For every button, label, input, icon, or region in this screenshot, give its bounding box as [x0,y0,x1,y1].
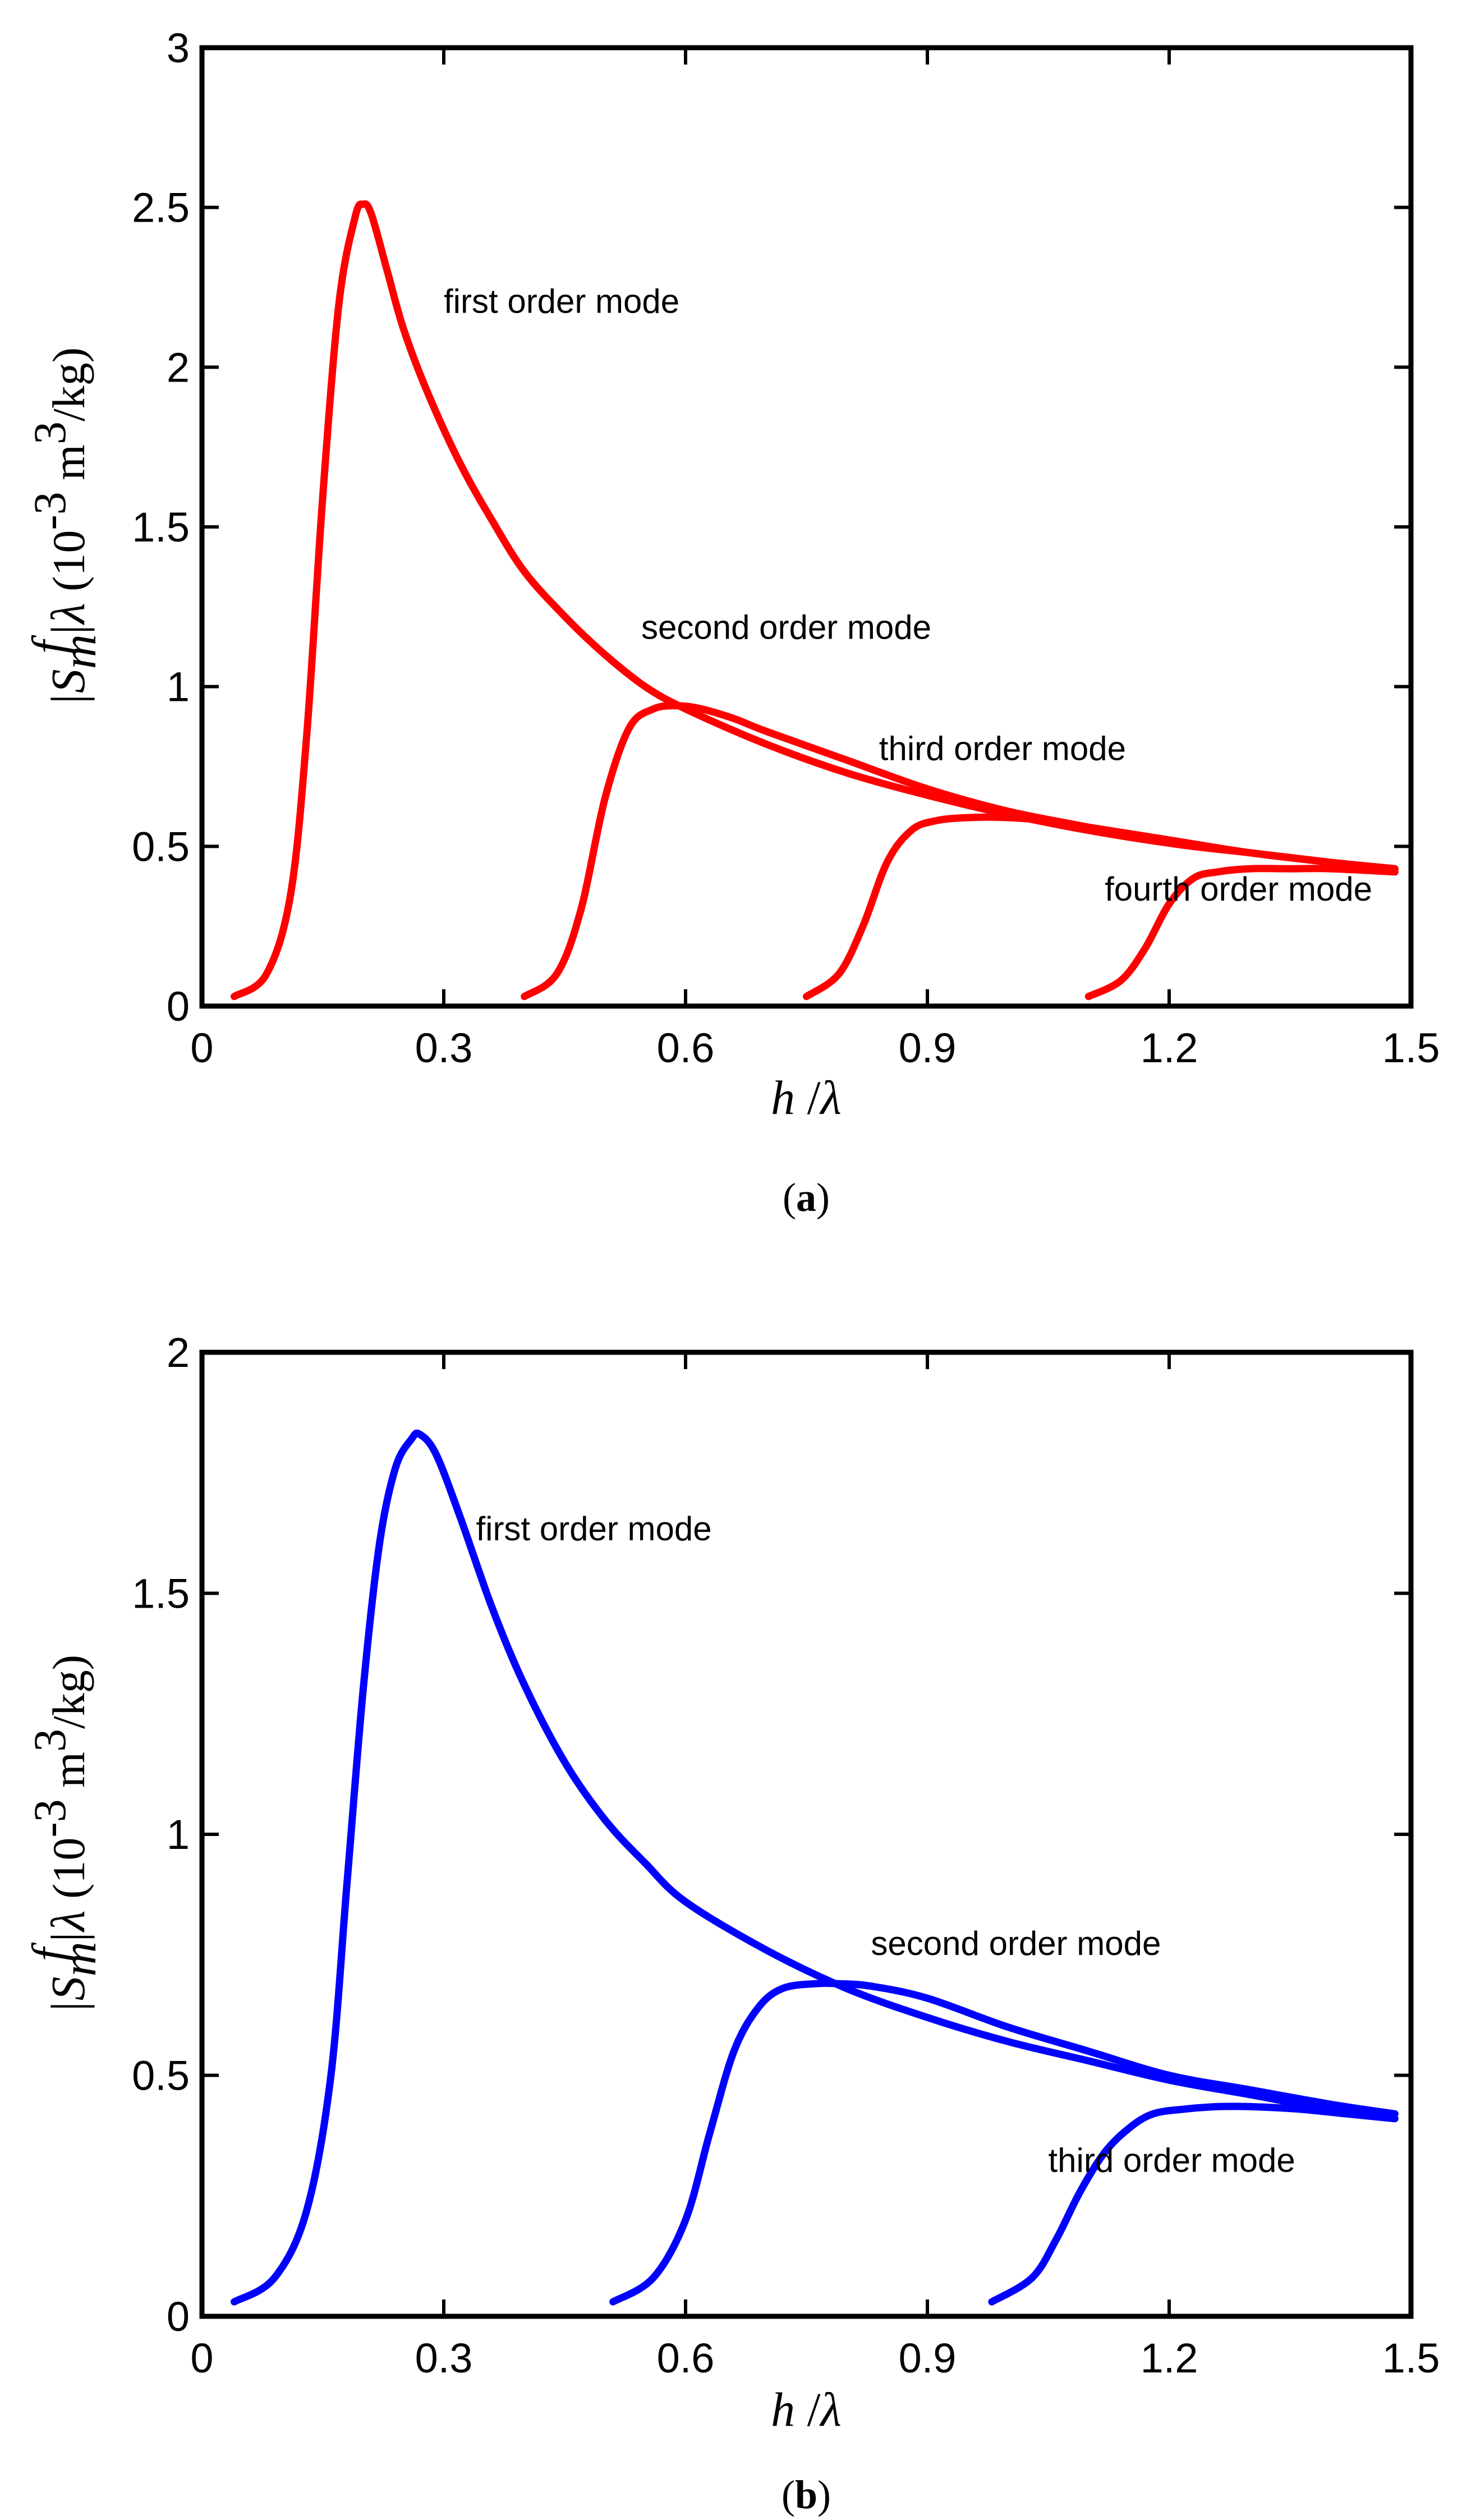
panel-a-ytick-label: 3 [167,25,190,71]
panel-a-xtick-label: 1.2 [1141,1025,1198,1071]
panel-a-ytick-labels: 0 0.5 1 1.5 2 2.5 3 [132,25,190,1030]
panel-a-series-third-order-mode [803,813,1399,1000]
panel-a-xtick-label: 1.5 [1382,1025,1440,1071]
panel-b-ylabel: |Smf|λ (10-3 m3/kg) [22,1655,106,2014]
panel-b-xtick-labels: 0 0.3 0.6 0.9 1.2 1.5 [190,2335,1440,2381]
panel-b-ytick-labels: 0 0.5 1 1.5 2 [132,1329,190,2340]
panel-a-series-fourth-order-mode [1084,865,1399,1000]
panel-a-xtick-label: 0 [190,1025,213,1071]
panel-a-ytick-label: 0.5 [132,823,190,870]
panel-a-ytick-label: 2 [167,344,190,391]
panel-b-xtick-label: 0.6 [657,2335,715,2381]
panel-a-xtick-label: 0.3 [415,1025,473,1071]
panel-b-ytick-label: 1 [167,1811,190,1858]
panel-a-curves [231,200,1399,1000]
panel-b-ticks [202,1352,1411,2316]
panel-a-xtick-label: 0.6 [657,1025,715,1071]
panel-b-ytick-label: 2 [167,1329,190,1376]
panel-a-xtick-label: 0.9 [899,1025,957,1071]
panel-b: 0 0.3 0.6 0.9 1.2 1.5 0 0.5 1 1.5 2 first order m… [22,1329,1440,2517]
panel-a: 0 0.3 0.6 0.9 1.2 1.5 0 0.5 1 1.5 2 2.5 3 first ord… [22,25,1440,1220]
panel-b-series-third-order-mode [988,2103,1399,2306]
panel-b-xtick-label: 1.2 [1141,2335,1198,2381]
panel-b-xtick-label: 0.3 [415,2335,473,2381]
panel-a-label-third-order-mode: third order mode [879,730,1126,768]
panel-b-ytick-label: 0 [167,2293,190,2340]
panel-a-ytick-label: 1 [167,664,190,710]
panel-b-label-third-order-mode: third order mode [1049,2141,1295,2179]
panel-b-ytick-label: 1.5 [132,1571,190,1617]
panel-b-frame [199,1349,1414,2319]
panel-a-ytick-label: 2.5 [132,185,190,231]
panel-b-xlabel: h /λ [771,2383,842,2436]
panel-a-label-first-order-mode: first order mode [444,283,679,320]
panel-b-series-first-order-mode [231,1429,1399,2306]
panel-a-label-second-order-mode: second order mode [641,608,931,646]
panel-b-xtick-label: 1.5 [1382,2335,1440,2381]
panel-a-ytick-label: 0 [167,983,190,1030]
panel-b-annotations: first order mode second order mode third o… [476,1510,1295,2179]
panel-a-xlabel: h /λ [771,1071,842,1124]
panel-b-caption: (b) [782,2472,831,2517]
panel-a-label-fourth-order-mode: fourth order mode [1105,870,1372,908]
panel-b-ytick-label: 0.5 [132,2053,190,2099]
panel-a-ylabel: |Smf|λ (10-3 m3/kg) [22,347,106,706]
panel-b-series-second-order-mode [609,1980,1399,2306]
panel-b-curves [231,1429,1399,2306]
panel-b-xtick-label: 0 [190,2335,213,2381]
panel-a-caption: (a) [783,1175,830,1220]
panel-a-ticks [202,48,1411,1006]
panel-b-label-second-order-mode: second order mode [871,1925,1161,1962]
panel-a-xtick-labels: 0 0.3 0.6 0.9 1.2 1.5 [190,1025,1440,1071]
panel-a-frame [199,45,1414,1009]
panel-b-label-first-order-mode: first order mode [476,1510,711,1548]
panel-b-xtick-label: 0.9 [899,2335,957,2381]
panel-a-ytick-label: 1.5 [132,504,190,550]
panel-a-annotations: first order mode second order mode third o… [444,283,1372,908]
